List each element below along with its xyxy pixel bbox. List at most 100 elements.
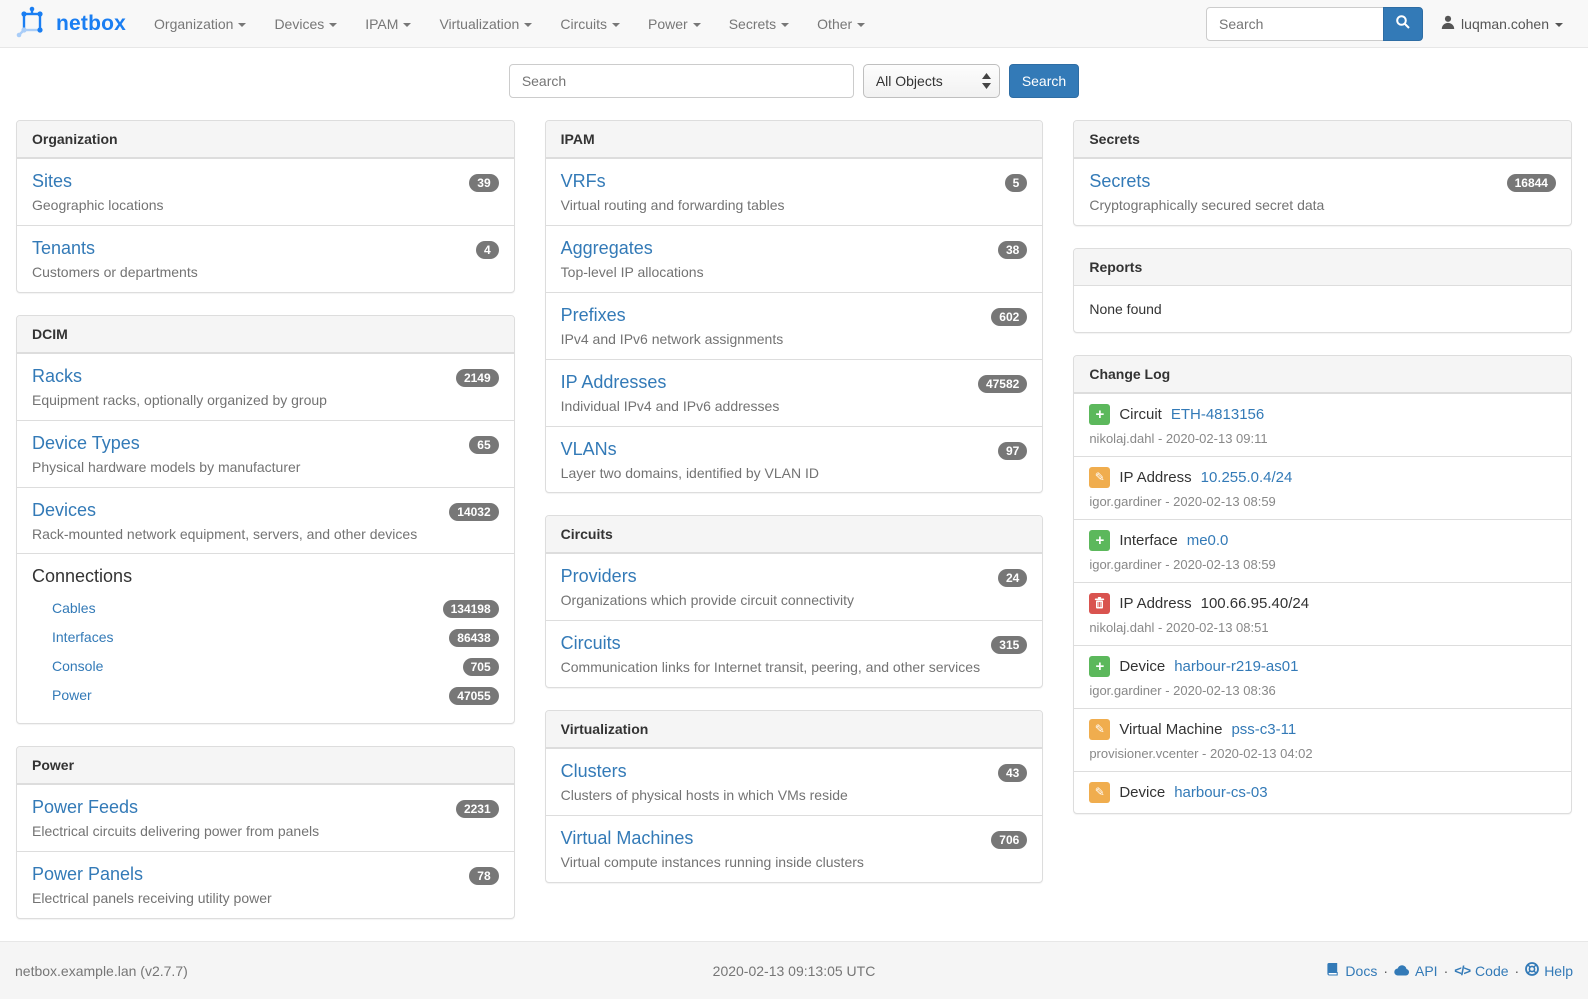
changelog-object-link[interactable]: 10.255.0.4/24 bbox=[1200, 468, 1293, 486]
panel-circuits: Circuits Providers 24 Organizations whic… bbox=[544, 515, 1044, 689]
panel-dcim: DCIM Racks 2149 Equipment racks, optiona… bbox=[16, 314, 515, 725]
vlans-description: Layer two domains, identified by VLAN ID bbox=[560, 464, 820, 481]
menu-power[interactable]: Power bbox=[634, 2, 715, 46]
footer-help-link[interactable]: Help bbox=[1525, 962, 1573, 979]
secrets-link[interactable]: Secrets bbox=[1089, 171, 1151, 191]
virtual-machines-count-badge: 706 bbox=[991, 831, 1028, 850]
sites-description: Geographic locations bbox=[32, 197, 164, 213]
quick-search-button[interactable]: Search bbox=[1008, 64, 1080, 98]
quick-search-input[interactable] bbox=[508, 64, 854, 98]
create-icon bbox=[1089, 403, 1111, 425]
vrfs-count-badge: 5 bbox=[1004, 174, 1028, 192]
changelog-meta: igor.gardiner - 2020-02-13 08:59 bbox=[1089, 556, 1276, 572]
list-item-power-panels: Power Panels 78 Electrical panels receiv… bbox=[17, 851, 514, 918]
list-item-prefixes: Prefixes 602 IPv4 and IPv6 network assig… bbox=[545, 291, 1043, 359]
racks-link[interactable]: Racks bbox=[32, 365, 83, 386]
changelog-object-link[interactable]: me0.0 bbox=[1186, 531, 1229, 549]
list-item-sites: Sites 39 Geographic locations bbox=[17, 158, 514, 225]
panel-power-title: Power bbox=[17, 747, 514, 785]
edit-icon bbox=[1089, 718, 1111, 740]
list-item-aggregates: Aggregates 38 Top-level IP allocations bbox=[545, 224, 1043, 292]
ip-addresses-link[interactable]: IP Addresses bbox=[560, 371, 667, 392]
panel-secrets: Secrets Secrets 16844 Cryptographically … bbox=[1073, 120, 1572, 226]
chevron-down-icon bbox=[329, 22, 338, 27]
interfaces-link[interactable]: Interfaces bbox=[52, 628, 114, 645]
power-connections-link[interactable]: Power bbox=[52, 686, 92, 703]
power-feeds-count-badge: 2231 bbox=[455, 800, 499, 819]
dashboard-column-left: Organization Sites 39 Geographic locatio… bbox=[16, 120, 515, 941]
vrfs-link[interactable]: VRFs bbox=[560, 171, 606, 191]
changelog-object-link[interactable]: harbour-r219-as01 bbox=[1174, 657, 1299, 675]
changelog-object-link[interactable]: ETH-4813156 bbox=[1170, 405, 1265, 423]
panel-reports: Reports None found bbox=[1073, 247, 1572, 333]
menu-virtualization[interactable]: Virtualization bbox=[425, 2, 546, 46]
changelog-meta: nikolaj.dahl - 2020-02-13 08:51 bbox=[1089, 619, 1269, 635]
panel-virtualization: Virtualization Clusters 43 Clusters of p… bbox=[544, 710, 1044, 884]
console-link[interactable]: Console bbox=[52, 657, 104, 674]
menu-other[interactable]: Other bbox=[803, 2, 879, 46]
tenants-link[interactable]: Tenants bbox=[32, 237, 96, 258]
search-scope-select[interactable]: All Objects bbox=[862, 64, 1000, 98]
devices-count-badge: 14032 bbox=[449, 502, 499, 521]
ip-addresses-description: Individual IPv4 and IPv6 addresses bbox=[560, 397, 780, 414]
create-icon bbox=[1089, 529, 1111, 551]
secrets-description: Cryptographically secured secret data bbox=[1089, 197, 1325, 213]
power-panels-description: Electrical panels receiving utility powe… bbox=[32, 890, 272, 907]
menu-secrets[interactable]: Secrets bbox=[715, 2, 803, 46]
clusters-link[interactable]: Clusters bbox=[560, 761, 627, 782]
menu-ipam[interactable]: IPAM bbox=[351, 2, 425, 46]
changelog-entry: Device harbour-r219-as01 igor.gardiner -… bbox=[1074, 644, 1571, 708]
changelog-entry: IP Address 100.66.95.40/24 nikolaj.dahl … bbox=[1074, 581, 1571, 645]
menu-circuits[interactable]: Circuits bbox=[546, 2, 634, 46]
chevron-down-icon bbox=[612, 22, 621, 27]
changelog-meta: igor.gardiner - 2020-02-13 08:36 bbox=[1089, 682, 1276, 698]
menu-devices[interactable]: Devices bbox=[260, 2, 351, 46]
sites-link[interactable]: Sites bbox=[32, 171, 73, 191]
virtual-machines-description: Virtual compute instances running inside… bbox=[560, 854, 864, 871]
changelog-object-type: IP Address bbox=[1119, 594, 1192, 612]
changelog-object-type: IP Address bbox=[1119, 468, 1192, 486]
panel-virtualization-title: Virtualization bbox=[545, 711, 1043, 749]
devices-link[interactable]: Devices bbox=[32, 499, 97, 520]
code-icon: </> bbox=[1454, 963, 1471, 979]
cables-link[interactable]: Cables bbox=[52, 599, 96, 616]
circuits-link[interactable]: Circuits bbox=[560, 633, 621, 654]
book-icon bbox=[1326, 962, 1340, 979]
changelog-object-link[interactable]: pss-c3-11 bbox=[1231, 720, 1297, 738]
netbox-brand[interactable]: netbox bbox=[15, 5, 126, 42]
power-feeds-link[interactable]: Power Feeds bbox=[32, 797, 139, 818]
life-ring-icon bbox=[1525, 962, 1540, 979]
menu-organization[interactable]: Organization bbox=[140, 2, 260, 46]
panel-ipam: IPAM VRFs 5 Virtual routing and forwardi… bbox=[544, 120, 1044, 494]
footer-docs-link[interactable]: Docs bbox=[1326, 962, 1377, 979]
changelog-object-type: Device bbox=[1119, 783, 1166, 801]
changelog-object-type: Device bbox=[1119, 657, 1166, 675]
changelog-meta: nikolaj.dahl - 2020-02-13 09:11 bbox=[1089, 430, 1268, 446]
power-panels-link[interactable]: Power Panels bbox=[32, 864, 144, 885]
list-item-virtual-machines: Virtual Machines 706 Virtual compute ins… bbox=[545, 815, 1043, 882]
dashboard: Organization Sites 39 Geographic locatio… bbox=[0, 108, 1588, 941]
circuits-description: Communication links for Internet transit… bbox=[560, 659, 981, 676]
user-menu[interactable]: luqman.cohen bbox=[1423, 15, 1573, 32]
panel-organization-title: Organization bbox=[17, 121, 514, 158]
power-feeds-description: Electrical circuits delivering power fro… bbox=[32, 823, 320, 840]
aggregates-link[interactable]: Aggregates bbox=[560, 237, 653, 258]
vlans-link[interactable]: VLANs bbox=[560, 438, 617, 459]
racks-description: Equipment racks, optionally organized by… bbox=[32, 391, 327, 408]
changelog-object-link[interactable]: harbour-cs-03 bbox=[1174, 783, 1268, 801]
panel-dcim-title: DCIM bbox=[17, 315, 514, 353]
chevron-down-icon bbox=[1555, 22, 1563, 27]
footer-api-link[interactable]: API bbox=[1394, 963, 1438, 979]
changelog-entry: Device harbour-cs-03 bbox=[1074, 770, 1571, 813]
navbar-search-button[interactable] bbox=[1383, 6, 1424, 41]
virtual-machines-link[interactable]: Virtual Machines bbox=[560, 828, 694, 849]
cables-count-badge: 134198 bbox=[442, 600, 499, 619]
device-types-link[interactable]: Device Types bbox=[32, 432, 140, 453]
changelog-entry: Circuit ETH-4813156 nikolaj.dahl - 2020-… bbox=[1074, 392, 1571, 456]
footer-code-link[interactable]: </> Code bbox=[1454, 962, 1509, 979]
providers-link[interactable]: Providers bbox=[560, 566, 637, 587]
navbar-search-input[interactable] bbox=[1206, 6, 1385, 41]
list-item-providers: Providers 24 Organizations which provide… bbox=[545, 553, 1043, 620]
prefixes-link[interactable]: Prefixes bbox=[560, 304, 626, 325]
device-types-count-badge: 65 bbox=[469, 435, 499, 454]
